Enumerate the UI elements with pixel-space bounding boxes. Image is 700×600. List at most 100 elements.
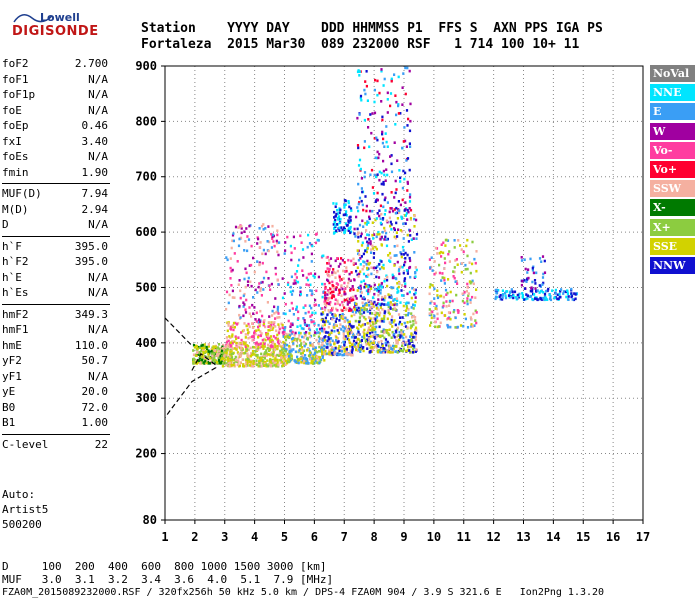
echo-point <box>343 352 346 356</box>
echo-point <box>222 352 225 355</box>
echo-point <box>350 308 353 312</box>
echo-point <box>400 331 403 334</box>
echo-point <box>338 319 341 322</box>
echo-point <box>567 295 570 298</box>
echo-point <box>371 348 374 351</box>
echo-point <box>434 271 437 275</box>
echo-point <box>340 285 343 288</box>
echo-point <box>359 340 362 343</box>
echo-point <box>392 344 395 348</box>
echo-point <box>320 329 323 332</box>
echo-point <box>395 339 398 342</box>
echo-point <box>457 309 460 313</box>
echo-point <box>276 250 279 254</box>
echo-point <box>381 115 384 119</box>
echo-point <box>334 302 337 306</box>
echo-point <box>343 203 346 206</box>
echo-point <box>381 297 385 301</box>
echo-point <box>269 340 272 344</box>
echo-point <box>274 317 277 320</box>
echo-point <box>540 260 543 263</box>
echo-point <box>366 268 369 271</box>
echo-point <box>292 348 295 351</box>
echo-point <box>257 285 260 289</box>
echo-point <box>409 326 412 330</box>
echo-point <box>391 209 395 213</box>
echo-point <box>381 141 384 145</box>
echo-point <box>334 214 337 218</box>
echo-point <box>382 137 385 141</box>
echo-point <box>396 287 399 291</box>
echo-point <box>386 349 389 353</box>
echo-point <box>397 112 400 115</box>
echo-point <box>341 325 344 328</box>
echo-point <box>320 358 323 362</box>
echo-point <box>351 353 354 357</box>
echo-point <box>377 345 381 348</box>
echo-point <box>305 349 309 352</box>
echo-point <box>367 285 370 289</box>
echo-point <box>198 351 202 354</box>
echo-point <box>356 206 359 209</box>
echo-point <box>360 177 363 180</box>
echo-point <box>399 334 402 337</box>
echo-point <box>358 346 361 350</box>
echo-point <box>266 359 269 362</box>
echo-point <box>326 342 329 345</box>
echo-point <box>234 335 237 338</box>
echo-point <box>336 223 339 226</box>
echo-point <box>266 332 269 335</box>
echo-point <box>219 349 222 353</box>
echo-point <box>280 357 284 360</box>
echo-point <box>327 309 330 312</box>
echo-point <box>248 306 251 309</box>
echo-point <box>315 289 318 293</box>
echo-point <box>249 361 253 365</box>
echo-point <box>471 262 474 266</box>
echo-point <box>348 278 351 282</box>
legend-item-nnw: NNW <box>650 257 695 274</box>
echo-point <box>470 323 473 326</box>
echo-point <box>547 287 550 291</box>
echo-point <box>237 345 240 349</box>
echo-point <box>240 225 243 228</box>
echo-point <box>346 353 349 357</box>
echo-point <box>362 330 365 334</box>
echo-point <box>268 324 271 328</box>
echo-point <box>410 325 414 328</box>
echo-point <box>328 322 331 325</box>
echo-point <box>255 344 258 348</box>
echo-point <box>242 358 245 361</box>
echo-point <box>313 358 316 361</box>
echo-point <box>362 225 365 228</box>
echo-point <box>334 259 337 263</box>
echo-point <box>334 334 337 338</box>
echo-point <box>322 290 325 294</box>
scaled-profile-line <box>164 353 217 418</box>
echo-point <box>383 173 386 177</box>
echo-point <box>264 354 267 357</box>
echo-point <box>370 131 373 135</box>
param-row-15: hmF2 349.3 <box>2 308 108 323</box>
echo-point <box>289 290 292 294</box>
echo-point <box>269 363 273 367</box>
echo-point <box>371 312 374 315</box>
echo-point <box>359 294 362 298</box>
echo-point <box>374 344 377 348</box>
echo-point <box>446 317 449 321</box>
echo-point <box>276 333 279 337</box>
echo-point <box>466 238 469 242</box>
echo-point <box>347 201 350 205</box>
echo-point <box>225 341 229 344</box>
param-row-13: h`E N/A <box>2 271 108 286</box>
echo-point <box>327 262 331 265</box>
echo-point <box>462 324 465 328</box>
echo-point <box>381 344 384 348</box>
param-value: 7.94 <box>81 187 109 200</box>
echo-point <box>393 208 396 211</box>
echo-point <box>365 223 368 226</box>
echo-point <box>341 309 344 312</box>
echo-point <box>253 362 256 366</box>
echo-point <box>378 91 381 95</box>
echo-point <box>382 169 385 173</box>
